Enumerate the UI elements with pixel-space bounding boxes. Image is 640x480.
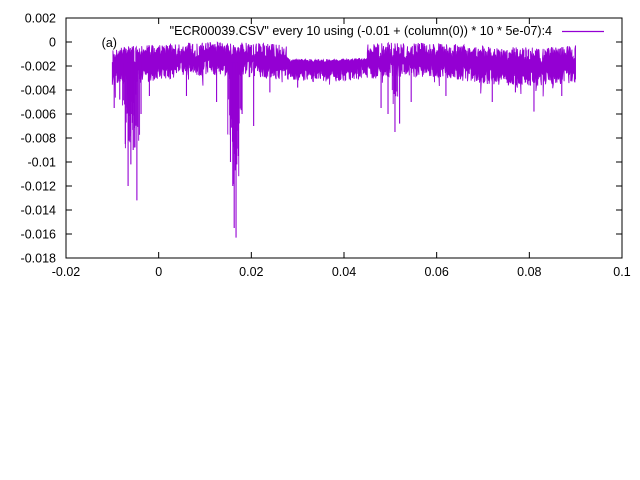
x-tick-label: 0: [155, 265, 162, 279]
y-tick-label: -0.014: [21, 204, 56, 218]
y-tick-label: -0.004: [21, 84, 56, 98]
y-tick-label: -0.006: [21, 108, 56, 122]
x-tick-label: -0.02: [52, 265, 81, 279]
x-tick-label: 0.06: [424, 265, 448, 279]
legend-entry-label: "ECR00039.CSV" every 10 using (-0.01 + (…: [170, 24, 552, 38]
ticks-layer: -0.02 0 0.02 0.04 0.06 0.08 0.1 0.002 0 -0.002 -0.…: [21, 12, 631, 280]
x-tick-label: 0.1: [613, 265, 630, 279]
legend: "ECR00039.CSV" every 10 using (-0.01 + (…: [170, 24, 604, 38]
y-tick-label: -0.01: [28, 156, 57, 170]
y-tick-label: -0.016: [21, 228, 56, 242]
series-layer: [111, 41, 576, 238]
y-tick-label: -0.008: [21, 132, 56, 146]
x-tick-label: 0.02: [239, 265, 263, 279]
y-tick-label: -0.002: [21, 60, 56, 74]
x-tick-label: 0.08: [517, 265, 541, 279]
annotation-a: (a): [102, 36, 117, 50]
y-tick-label: 0: [49, 36, 56, 50]
y-tick-label: -0.018: [21, 252, 56, 266]
y-tick-label: 0.002: [25, 12, 56, 26]
y-tick-label: -0.012: [21, 180, 56, 194]
series-line: [111, 41, 576, 98]
x-tick-label: 0.04: [332, 265, 356, 279]
